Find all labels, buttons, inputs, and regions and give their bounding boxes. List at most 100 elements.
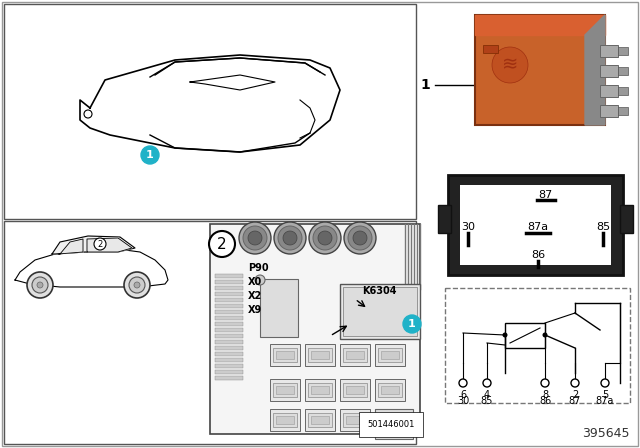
Bar — [343, 348, 367, 362]
Circle shape — [571, 379, 579, 387]
Bar — [215, 292, 243, 296]
Circle shape — [403, 315, 421, 333]
Text: 395645: 395645 — [582, 427, 630, 440]
Text: 8: 8 — [542, 390, 548, 400]
Bar — [215, 316, 243, 320]
Circle shape — [141, 146, 159, 164]
Circle shape — [274, 222, 306, 254]
Text: 2: 2 — [217, 237, 227, 251]
Text: 87a: 87a — [527, 222, 548, 232]
Text: P90: P90 — [248, 263, 269, 273]
Bar — [375, 344, 405, 366]
Circle shape — [37, 282, 43, 288]
Bar — [475, 15, 605, 125]
Bar — [346, 386, 364, 394]
Text: 86: 86 — [531, 250, 545, 260]
Bar — [346, 351, 364, 359]
Bar — [378, 383, 402, 397]
Bar — [600, 85, 618, 97]
Circle shape — [94, 238, 106, 250]
Bar — [273, 348, 297, 362]
Bar — [276, 351, 294, 359]
Bar — [215, 370, 243, 374]
Circle shape — [318, 231, 332, 245]
Bar — [215, 352, 243, 356]
Bar — [210, 224, 420, 434]
Circle shape — [353, 231, 367, 245]
Bar — [381, 386, 399, 394]
Circle shape — [459, 379, 467, 387]
Bar — [343, 383, 367, 397]
Bar — [505, 323, 545, 348]
Bar — [215, 334, 243, 338]
Text: X2: X2 — [248, 291, 262, 301]
Bar — [483, 45, 498, 53]
Bar — [340, 284, 420, 339]
Circle shape — [601, 379, 609, 387]
Text: 6: 6 — [460, 390, 466, 400]
Bar — [381, 351, 399, 359]
Polygon shape — [58, 239, 83, 254]
Circle shape — [248, 231, 262, 245]
Text: 501446001: 501446001 — [367, 420, 415, 429]
Text: X0: X0 — [248, 277, 262, 287]
Text: 86: 86 — [539, 396, 551, 406]
Text: 1: 1 — [146, 150, 154, 160]
Bar — [273, 383, 297, 397]
Bar — [600, 105, 618, 117]
Text: 87a: 87a — [596, 396, 614, 406]
Bar — [215, 358, 243, 362]
Circle shape — [129, 277, 145, 293]
Text: 30: 30 — [461, 222, 475, 232]
Bar — [375, 379, 405, 401]
Circle shape — [134, 282, 140, 288]
Bar — [215, 304, 243, 308]
Bar — [600, 45, 618, 57]
Bar — [215, 280, 243, 284]
Circle shape — [492, 47, 528, 83]
Text: 87: 87 — [569, 396, 581, 406]
Circle shape — [27, 272, 53, 298]
Text: 85: 85 — [596, 222, 610, 232]
Bar — [215, 340, 243, 344]
Bar — [618, 47, 628, 55]
Bar — [448, 175, 623, 275]
Polygon shape — [150, 58, 325, 77]
Polygon shape — [190, 75, 275, 90]
Bar — [340, 379, 370, 401]
Bar — [375, 409, 405, 431]
Circle shape — [243, 226, 267, 250]
Circle shape — [32, 277, 48, 293]
Circle shape — [124, 272, 150, 298]
Bar — [4, 221, 416, 444]
Polygon shape — [15, 250, 168, 287]
Bar — [340, 409, 370, 431]
Text: 30: 30 — [457, 396, 469, 406]
Bar — [305, 379, 335, 401]
Bar — [340, 344, 370, 366]
Bar — [311, 386, 329, 394]
Circle shape — [502, 332, 508, 337]
Bar — [445, 288, 630, 403]
Circle shape — [84, 110, 92, 118]
Circle shape — [209, 231, 235, 257]
Circle shape — [483, 379, 491, 387]
Bar — [618, 87, 628, 95]
Bar — [215, 376, 243, 380]
Polygon shape — [80, 55, 340, 152]
Polygon shape — [585, 15, 605, 125]
Circle shape — [348, 226, 372, 250]
Bar — [343, 413, 367, 427]
Bar — [270, 409, 300, 431]
Bar — [620, 205, 633, 233]
Text: 2: 2 — [97, 240, 102, 249]
Text: 5: 5 — [602, 390, 608, 400]
Bar — [381, 416, 399, 424]
Bar — [215, 322, 243, 326]
Text: 4: 4 — [484, 390, 490, 400]
Bar — [346, 416, 364, 424]
Text: K6304: K6304 — [362, 286, 397, 296]
Bar — [215, 286, 243, 290]
Circle shape — [283, 231, 297, 245]
Bar — [215, 310, 243, 314]
